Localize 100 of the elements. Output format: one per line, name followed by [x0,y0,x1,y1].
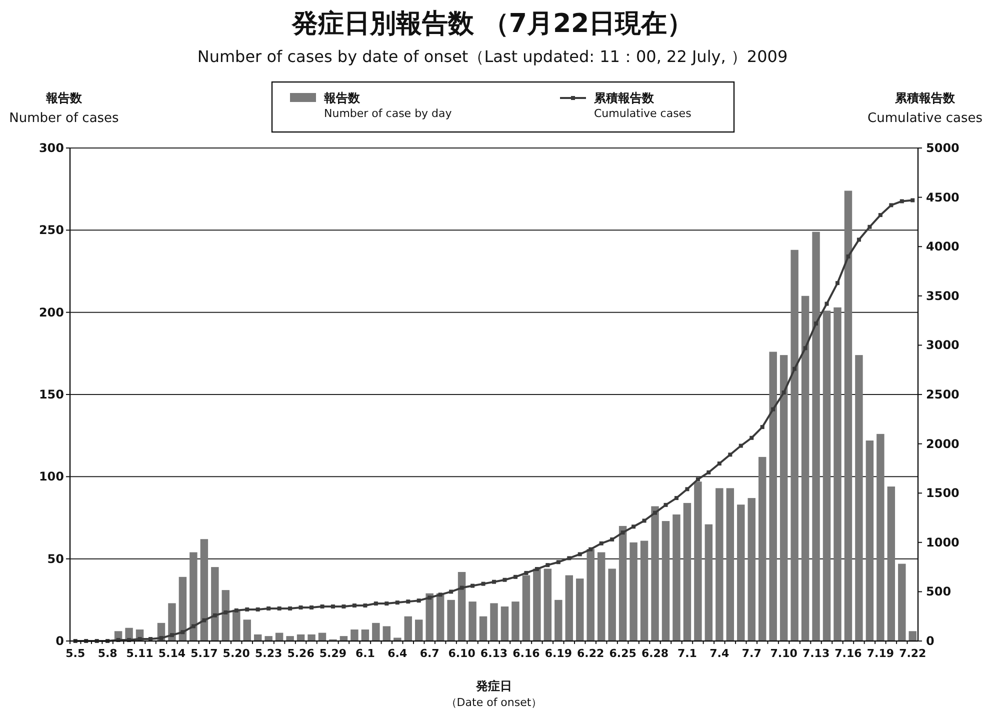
bar [618,526,627,641]
bar [640,540,648,641]
bar [790,250,798,641]
bar [866,440,874,641]
bar [887,486,896,641]
bar [512,602,520,641]
bar [908,631,916,641]
bar [243,620,251,641]
bar [350,629,358,641]
bar [758,456,766,641]
x-tick-label: 7.4 [710,647,730,660]
bar [576,578,584,641]
ylabel: Number of cases [9,111,119,126]
x-tick-label: 5.8 [98,647,118,660]
x-tick-label: 6.19 [544,647,572,660]
x-tick-label: 7.1 [677,647,697,660]
y2-tick-label: 4000 [926,240,960,254]
x-tick-label: 6.16 [512,647,540,660]
bar [748,498,756,641]
x-tick-label: 5.26 [287,647,315,660]
y-tick-label: 100 [38,470,64,484]
x-tick-label: 6.28 [641,647,669,660]
x-tick-label: 5.17 [190,647,218,660]
bar [414,620,423,641]
bar [704,524,713,641]
bar [382,626,391,641]
y2label: 累積報告数 [895,91,955,105]
bar [458,572,466,641]
x-tick-label: 6.13 [480,647,508,660]
bar [662,521,670,641]
y-tick-label: 300 [38,141,64,155]
y-tick-label: 150 [38,388,64,402]
bar [855,355,863,641]
bar [264,636,272,641]
y2-tick-label: 2500 [926,388,960,402]
bar [565,575,574,641]
bar [651,506,659,641]
x-tick-label: 6.10 [448,647,476,660]
bar [404,616,412,641]
bar [468,602,476,641]
y-tick-label: 0 [56,634,64,648]
x-tick-label: 6.4 [388,647,408,660]
x-tick-label: 7.13 [802,647,830,660]
x-tick-label: 5.20 [222,647,250,660]
bar [769,352,777,641]
bar [436,593,444,641]
x-tick-label: 6.22 [577,647,604,660]
x-tick-label: 7.16 [834,647,862,660]
bar [726,488,734,641]
bar [394,638,402,641]
bar [168,603,176,641]
x-tick-label: 7.10 [770,647,798,660]
x-tick-label: 6.25 [609,647,636,660]
x-tick-label: 5.23 [255,647,282,660]
y2-tick-label: 3000 [926,338,960,352]
bar [586,548,594,641]
bar [780,355,788,641]
y2-tick-label: 1500 [926,486,960,500]
bar [597,552,606,641]
bar [812,232,820,641]
y2-tick-label: 2000 [926,436,960,451]
x-tick-label: 6.7 [420,647,440,660]
bar [190,552,198,641]
bar [372,622,380,641]
y-tick-label: 50 [47,552,64,566]
y2-tick-label: 500 [926,584,952,599]
bar [801,296,810,641]
bar [222,590,230,641]
bar [554,600,562,641]
subtitle: Number of cases by date of onset（Last updated: 11：00, 22 July, ）2009 [197,47,788,66]
x-tick-label: 5.29 [319,647,347,660]
y2-tick-label: 0 [926,634,934,648]
bar [737,504,745,641]
bar [898,564,906,641]
x-tick-label: 5.5 [66,647,86,660]
y2-tick-label: 1000 [926,535,960,550]
ylabel: 報告数 [46,91,82,105]
y2label: Cumulative cases [868,111,982,126]
y-tick-label: 200 [38,305,64,320]
bar [178,576,187,641]
bar [844,190,852,641]
bar [608,568,616,641]
bar [834,307,842,641]
bar [672,514,680,641]
bar [361,629,370,641]
bar [822,310,831,641]
bar [630,542,638,641]
bar [500,606,509,641]
y2-tick-label: 3500 [926,288,960,303]
annotation: （Date of onset） [446,696,542,709]
x-tick-label: 5.11 [126,647,154,660]
y2-tick-label: 5000 [926,141,960,155]
bar [211,567,219,641]
y2-tick-label: 4500 [926,190,960,204]
x-tick-label: 7.7 [742,647,762,660]
bar [490,603,498,641]
bar [447,600,455,641]
bar [426,593,434,641]
x-tick-label: 5.14 [158,647,186,660]
bar [876,434,884,641]
